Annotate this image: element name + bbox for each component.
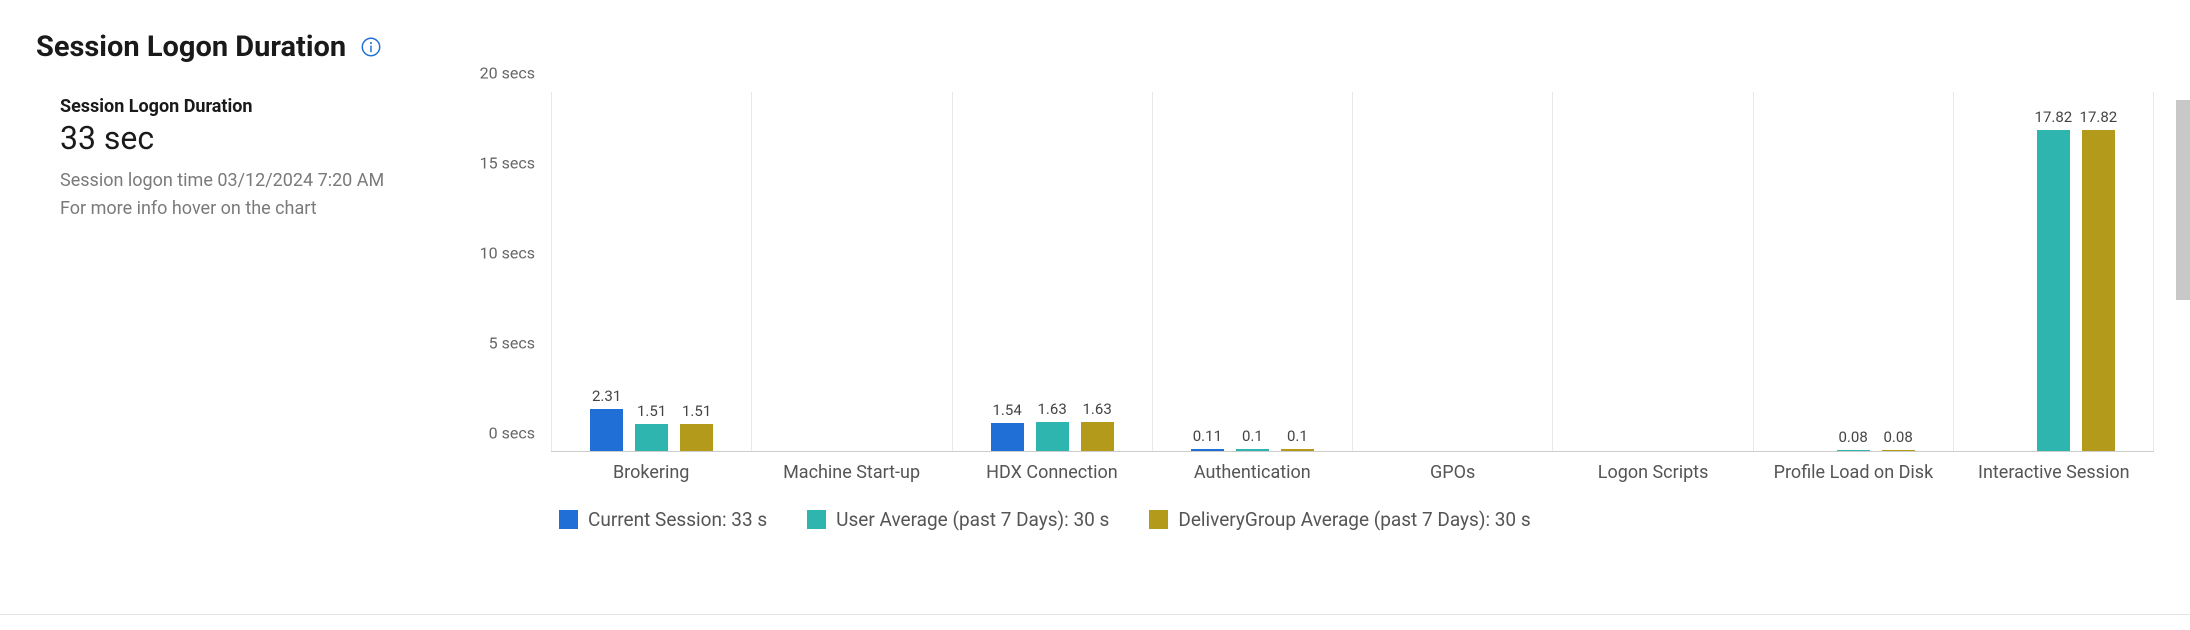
- bar[interactable]: [2082, 130, 2115, 451]
- legend-swatch: [1149, 510, 1168, 529]
- legend-swatch: [807, 510, 826, 529]
- bar[interactable]: [1281, 449, 1314, 451]
- chart-category-column[interactable]: [1352, 92, 1552, 451]
- chart-plot-area[interactable]: 2.311.511.511.541.631.630.110.10.10.080.…: [551, 92, 2154, 452]
- bar[interactable]: [1236, 449, 1269, 451]
- vertical-scrollbar[interactable]: [2176, 100, 2190, 300]
- bar[interactable]: [1837, 450, 1870, 451]
- bar-value-label: 1.51: [682, 402, 711, 420]
- bar-value-label: 1.51: [637, 402, 666, 420]
- panel-header: Session Logon Duration: [36, 30, 2154, 64]
- bar-slot: 0.11: [1191, 427, 1224, 451]
- x-axis-label: Logon Scripts: [1553, 452, 1753, 496]
- bar[interactable]: [590, 409, 623, 451]
- bar-slot: 2.31: [590, 387, 623, 451]
- x-axis-label: Brokering: [551, 452, 751, 496]
- y-axis-tick: 0 secs: [489, 424, 535, 443]
- x-axis-label: Interactive Session: [1954, 452, 2154, 496]
- bar-slot: 17.82: [2037, 108, 2070, 451]
- info-icon[interactable]: [360, 36, 382, 58]
- legend-swatch: [559, 510, 578, 529]
- y-axis-tick: 10 secs: [480, 244, 535, 263]
- legend-label: DeliveryGroup Average (past 7 Days): 30 …: [1178, 508, 1530, 531]
- bar[interactable]: [1081, 422, 1114, 451]
- bar-value-label: 1.63: [1038, 400, 1067, 418]
- x-axis-label: GPOs: [1353, 452, 1553, 496]
- bar[interactable]: [991, 423, 1024, 451]
- chart-plot-row: 0 secs5 secs10 secs15 secs20 secs 2.311.…: [466, 92, 2154, 452]
- bar-slot: 1.51: [635, 402, 668, 451]
- bar[interactable]: [680, 424, 713, 451]
- bar-value-label: 0.1: [1287, 427, 1308, 445]
- bar-slot: 0.08: [1882, 428, 1915, 451]
- bar[interactable]: [1191, 449, 1224, 451]
- chart-x-axis: BrokeringMachine Start-upHDX ConnectionA…: [551, 452, 2154, 496]
- summary-value: 33 sec: [60, 119, 456, 157]
- bar-value-label: 0.1: [1242, 427, 1263, 445]
- bar-slot: 1.51: [680, 402, 713, 451]
- chart-category-column[interactable]: 0.08 0.08: [1753, 92, 1953, 451]
- panel-body: Session Logon Duration 33 sec Session lo…: [36, 92, 2154, 614]
- logon-duration-chart[interactable]: 0 secs5 secs10 secs15 secs20 secs 2.311.…: [466, 92, 2154, 614]
- chart-category-column[interactable]: 1.54 1.63 1.63: [952, 92, 1152, 451]
- bar-slot: 17.82: [2082, 108, 2115, 451]
- bar-slot: 1.54: [991, 401, 1024, 451]
- bar-slot: 1.63: [1081, 400, 1114, 451]
- bar[interactable]: [1036, 422, 1069, 451]
- bar-value-label: 17.82: [2035, 108, 2073, 126]
- bar-value-label: 0.11: [1193, 427, 1222, 445]
- legend-label: User Average (past 7 Days): 30 s: [836, 508, 1109, 531]
- chart-category-column[interactable]: [751, 92, 951, 451]
- legend-item[interactable]: User Average (past 7 Days): 30 s: [807, 508, 1109, 531]
- bar-value-label: 0.08: [1839, 428, 1868, 446]
- bar-value-label: 17.82: [2080, 108, 2118, 126]
- summary-logon-time: Session logon time 03/12/2024 7:20 AM: [60, 167, 456, 195]
- bar[interactable]: [635, 424, 668, 451]
- x-axis-label: Authentication: [1152, 452, 1352, 496]
- bar-value-label: 0.08: [1884, 428, 1913, 446]
- chart-y-axis: 0 secs5 secs10 secs15 secs20 secs: [466, 92, 551, 452]
- bar[interactable]: [2037, 130, 2070, 451]
- chart-category-column[interactable]: 17.82 17.82: [1953, 92, 2154, 451]
- summary-panel: Session Logon Duration 33 sec Session lo…: [36, 92, 456, 614]
- legend-label: Current Session: 33 s: [588, 508, 767, 531]
- bar-slot: 0.1: [1281, 427, 1314, 451]
- session-logon-panel: Session Logon Duration Session Logon Dur…: [0, 0, 2190, 615]
- x-axis-label: HDX Connection: [952, 452, 1152, 496]
- chart-legend: Current Session: 33 s User Average (past …: [551, 496, 2154, 531]
- bar-slot: 0.08: [1837, 428, 1870, 451]
- y-axis-tick: 5 secs: [489, 334, 535, 353]
- bar-value-label: 1.54: [993, 401, 1022, 419]
- y-axis-tick: 20 secs: [480, 64, 535, 83]
- y-axis-tick: 15 secs: [480, 154, 535, 173]
- legend-item[interactable]: DeliveryGroup Average (past 7 Days): 30 …: [1149, 508, 1530, 531]
- chart-category-column[interactable]: [1552, 92, 1752, 451]
- x-axis-label: Machine Start-up: [751, 452, 951, 496]
- bar-value-label: 2.31: [592, 387, 621, 405]
- bar-slot: 0.1: [1236, 427, 1269, 451]
- bar-slot: 1.63: [1036, 400, 1069, 451]
- chart-category-column[interactable]: 0.11 0.1 0.1: [1152, 92, 1352, 451]
- x-axis-label: Profile Load on Disk: [1753, 452, 1953, 496]
- chart-category-column[interactable]: 2.31 1.51 1.51: [551, 92, 751, 451]
- summary-title: Session Logon Duration: [60, 96, 456, 117]
- bar[interactable]: [1882, 450, 1915, 451]
- summary-hover-hint: For more info hover on the chart: [60, 195, 456, 223]
- legend-item[interactable]: Current Session: 33 s: [559, 508, 767, 531]
- bar-value-label: 1.63: [1083, 400, 1112, 418]
- page-title: Session Logon Duration: [36, 30, 346, 64]
